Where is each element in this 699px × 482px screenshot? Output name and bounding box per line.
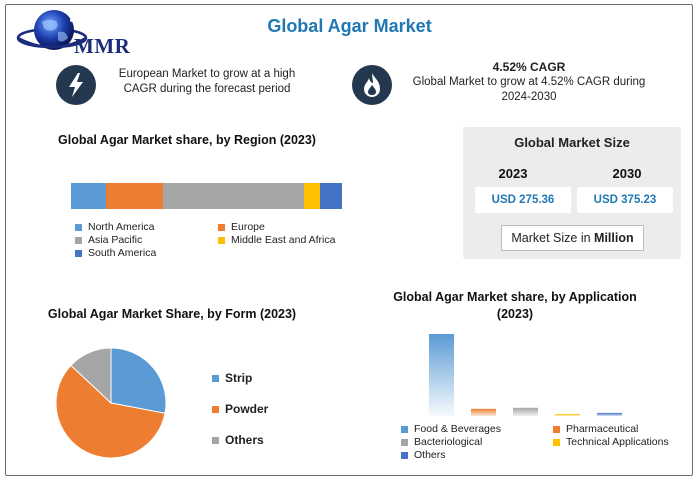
legend-food-beverages: Food & Beverages <box>401 423 501 435</box>
legend-app-others: Others <box>401 449 446 461</box>
app-bar-technical-applications <box>555 413 580 416</box>
region-segment-south-america <box>320 183 342 209</box>
flame-icon <box>352 65 392 105</box>
legend-middle-east-africa: Middle East and Africa <box>218 234 335 246</box>
legend-technical-applications: Technical Applications <box>553 436 669 448</box>
pie-slice-others <box>70 347 112 405</box>
year-2023: 2023 <box>498 166 528 181</box>
market-size-panel: Global Market Size 2023 2030 USD 275.36 … <box>463 127 681 259</box>
value-2030: USD 375.23 <box>577 187 673 213</box>
cagr-heading: 4.52% CAGR <box>492 60 566 74</box>
europe-highlight-text: European Market to grow at a high CAGR d… <box>118 68 296 95</box>
app-bar-pharmaceutical <box>471 408 496 416</box>
pie-slice-strip <box>110 347 167 414</box>
region-segment-north-america <box>71 183 107 209</box>
application-bar-chart <box>429 334 622 416</box>
legend-south-america: South America <box>75 247 156 259</box>
region-stacked-bar <box>71 183 342 209</box>
infographic-frame <box>5 4 693 476</box>
lightning-icon <box>56 65 96 105</box>
legend-europe: Europe <box>218 221 265 233</box>
region-segment-europe <box>106 183 164 209</box>
legend-pharmaceutical: Pharmaceutical <box>553 423 638 435</box>
legend-strip: Strip <box>212 371 252 385</box>
market-size-title: Global Market Size <box>514 135 630 150</box>
app-bar-bacteriological <box>513 407 538 416</box>
value-2023: USD 275.36 <box>475 187 571 213</box>
legend-powder: Powder <box>212 402 268 416</box>
app-bar-others <box>597 412 622 416</box>
legend-bacteriological: Bacteriological <box>401 436 482 448</box>
logo-text: MMR <box>74 34 131 58</box>
form-chart-title: Global Agar Market Share, by Form (2023) <box>47 307 297 321</box>
legend-north-america: North America <box>75 221 155 233</box>
cagr-highlight-text: Global Market to grow at 4.52% CAGR duri… <box>412 76 646 103</box>
legend-others: Others <box>212 433 264 447</box>
region-chart-title: Global Agar Market share, by Region (202… <box>58 133 316 147</box>
region-segment-asia-pacific <box>163 183 305 209</box>
page-title: Global Agar Market <box>267 16 432 36</box>
legend-asia-pacific: Asia Pacific <box>75 234 142 246</box>
region-segment-middle-east-and-africa <box>304 183 321 209</box>
application-chart-title: Global Agar Market share, by Application… <box>393 290 637 321</box>
year-2030: 2030 <box>612 166 642 181</box>
form-pie-chart <box>55 347 167 459</box>
app-bar-food-beverages <box>429 334 454 416</box>
market-size-unit: Market Size in Million <box>501 225 644 251</box>
pie-slice-powder <box>55 364 166 459</box>
mmr-logo <box>14 8 142 58</box>
globe-icon <box>16 10 88 50</box>
